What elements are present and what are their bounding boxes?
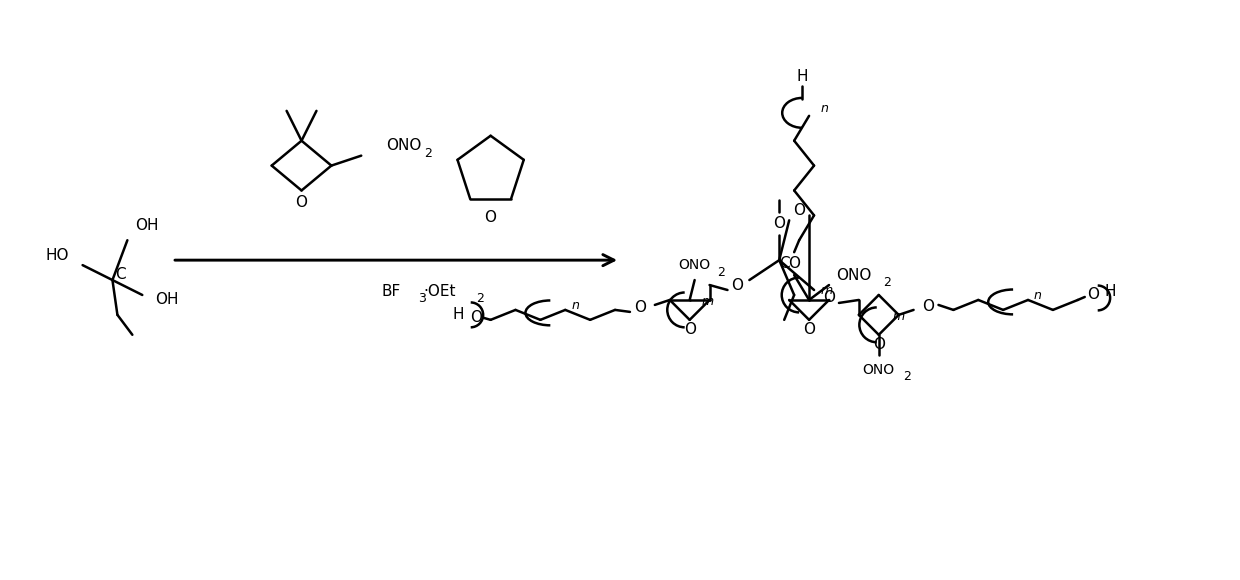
- Text: m: m: [893, 310, 905, 324]
- Text: 2: 2: [424, 147, 432, 160]
- Text: H: H: [1105, 285, 1116, 299]
- Text: ONO: ONO: [836, 267, 872, 282]
- Text: ONO: ONO: [386, 138, 422, 153]
- Text: BF: BF: [381, 285, 401, 299]
- Text: C: C: [115, 267, 125, 281]
- Text: O: O: [295, 195, 308, 210]
- Text: O: O: [634, 300, 646, 316]
- Text: m: m: [821, 284, 833, 296]
- Text: H: H: [453, 307, 464, 322]
- Text: O: O: [683, 322, 696, 338]
- Text: O: O: [485, 210, 497, 225]
- Text: O: O: [823, 291, 835, 306]
- Text: O: O: [873, 337, 885, 352]
- Text: n: n: [820, 103, 828, 115]
- Text: OH: OH: [135, 218, 159, 233]
- Text: n: n: [572, 299, 579, 313]
- Text: 3: 3: [418, 292, 425, 306]
- Text: ONO: ONO: [863, 362, 895, 376]
- Text: n: n: [1034, 289, 1042, 303]
- Text: C: C: [779, 256, 790, 271]
- Text: 2: 2: [883, 276, 890, 288]
- Text: O: O: [732, 277, 744, 292]
- Text: ·OEt: ·OEt: [423, 285, 455, 299]
- Text: 2: 2: [718, 266, 725, 278]
- Text: O: O: [470, 310, 481, 325]
- Text: O: O: [804, 322, 815, 338]
- Text: 2: 2: [476, 292, 484, 306]
- Text: 2: 2: [903, 370, 910, 383]
- Text: OH: OH: [155, 292, 179, 307]
- Text: ONO: ONO: [678, 258, 711, 272]
- Text: m: m: [702, 295, 714, 309]
- Text: O: O: [1086, 288, 1099, 303]
- Text: O: O: [774, 216, 785, 231]
- Text: O: O: [923, 299, 935, 314]
- Text: HO: HO: [46, 248, 69, 263]
- Text: O: O: [789, 256, 800, 271]
- Text: H: H: [796, 68, 808, 84]
- Text: O: O: [794, 203, 805, 218]
